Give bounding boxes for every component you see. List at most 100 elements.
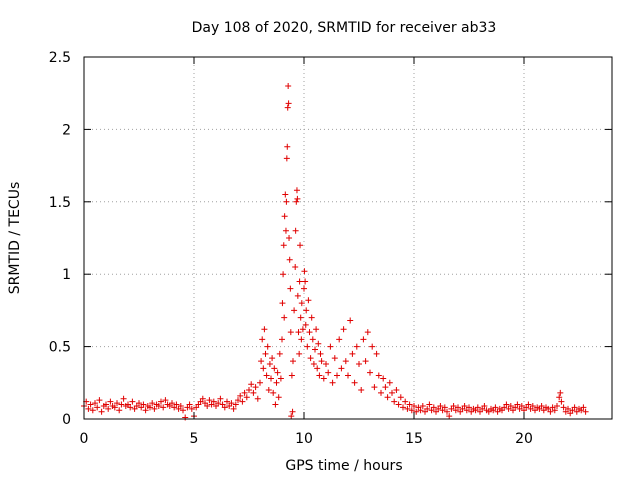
data-point [162, 397, 169, 404]
data-point [261, 326, 268, 333]
data-point [304, 343, 311, 350]
data-point [580, 404, 587, 411]
data-point [188, 405, 195, 412]
data-point [413, 408, 420, 415]
data-point [282, 191, 289, 198]
data-point [345, 372, 351, 379]
data-point [349, 350, 356, 357]
data-point [293, 198, 300, 205]
x-tick-label: 15 [405, 431, 423, 447]
data-point [492, 404, 499, 411]
data-point [114, 400, 120, 407]
data-point [285, 82, 292, 89]
data-point [274, 369, 281, 376]
data-point [129, 398, 136, 405]
data-point [89, 407, 96, 414]
data-point [288, 413, 295, 420]
data-point [302, 321, 309, 328]
data-point [180, 407, 186, 414]
data-point [518, 402, 525, 409]
data-point [252, 384, 259, 391]
data-point [455, 404, 461, 411]
data-point [283, 155, 290, 162]
x-tick-labels: 0 5 10 15 20 [80, 431, 533, 447]
data-point [142, 407, 149, 414]
data-point [313, 326, 320, 333]
data-point [92, 400, 98, 407]
chart-title: Day 108 of 2020, SRMTID for receiver ab3… [192, 20, 497, 36]
plot-frame [83, 56, 613, 420]
data-point [127, 404, 134, 411]
data-point [327, 343, 334, 350]
data-point [272, 401, 279, 408]
data-point [282, 227, 289, 234]
axis-ticks [83, 56, 612, 420]
x-tick-label: 5 [190, 431, 199, 447]
y-tick-label: 0.5 [49, 340, 71, 356]
data-point [283, 198, 290, 205]
data-point [391, 398, 398, 405]
data-point [342, 358, 349, 365]
data-point [299, 326, 306, 333]
data-point [424, 405, 431, 412]
data-point [353, 343, 360, 350]
data-point [395, 401, 402, 408]
data-point [206, 397, 213, 404]
data-point [308, 314, 315, 321]
data-point [281, 213, 288, 220]
data-point [295, 329, 302, 336]
data-point [285, 100, 292, 107]
data-point [358, 387, 365, 394]
data-point [271, 365, 278, 372]
data-point [393, 387, 400, 394]
data-point [362, 358, 369, 365]
data-point [364, 329, 371, 336]
data-point [450, 402, 457, 409]
y-tick-label: 1.5 [49, 195, 71, 211]
data-point [177, 402, 184, 409]
data-point [107, 398, 114, 405]
data-point [408, 407, 415, 414]
data-point [466, 404, 472, 411]
data-point [260, 365, 267, 372]
data-point [419, 402, 426, 409]
data-point [87, 401, 94, 408]
data-point [290, 358, 296, 365]
data-point [217, 395, 224, 402]
data-point [232, 401, 239, 408]
data-point [461, 402, 468, 409]
data-point [287, 329, 294, 336]
data-point [284, 104, 291, 111]
data-point [298, 336, 305, 343]
data-point [96, 397, 103, 404]
data-point [250, 389, 257, 396]
data-point [437, 402, 444, 409]
data-point [400, 404, 406, 411]
data-point [287, 285, 294, 292]
data-point [237, 392, 244, 399]
data-point [136, 400, 142, 407]
data-point [199, 395, 206, 402]
data-point [503, 401, 510, 408]
data-point [268, 375, 274, 382]
data-point [270, 389, 277, 396]
data-point [286, 235, 293, 241]
data-point [280, 242, 287, 249]
data-point [474, 404, 481, 411]
data-point [551, 407, 558, 414]
data-point [402, 398, 409, 405]
data-point [367, 369, 373, 376]
data-point [263, 372, 270, 379]
data-point [404, 405, 411, 412]
data-point [149, 400, 156, 407]
data-point [331, 355, 338, 362]
data-point [356, 360, 362, 367]
data-point [320, 375, 327, 382]
data-point [169, 400, 175, 407]
data-point [275, 394, 282, 401]
data-point [389, 389, 395, 396]
data-point [325, 369, 332, 376]
data-point [265, 387, 272, 394]
data-point [264, 343, 271, 350]
data-point [360, 336, 367, 343]
